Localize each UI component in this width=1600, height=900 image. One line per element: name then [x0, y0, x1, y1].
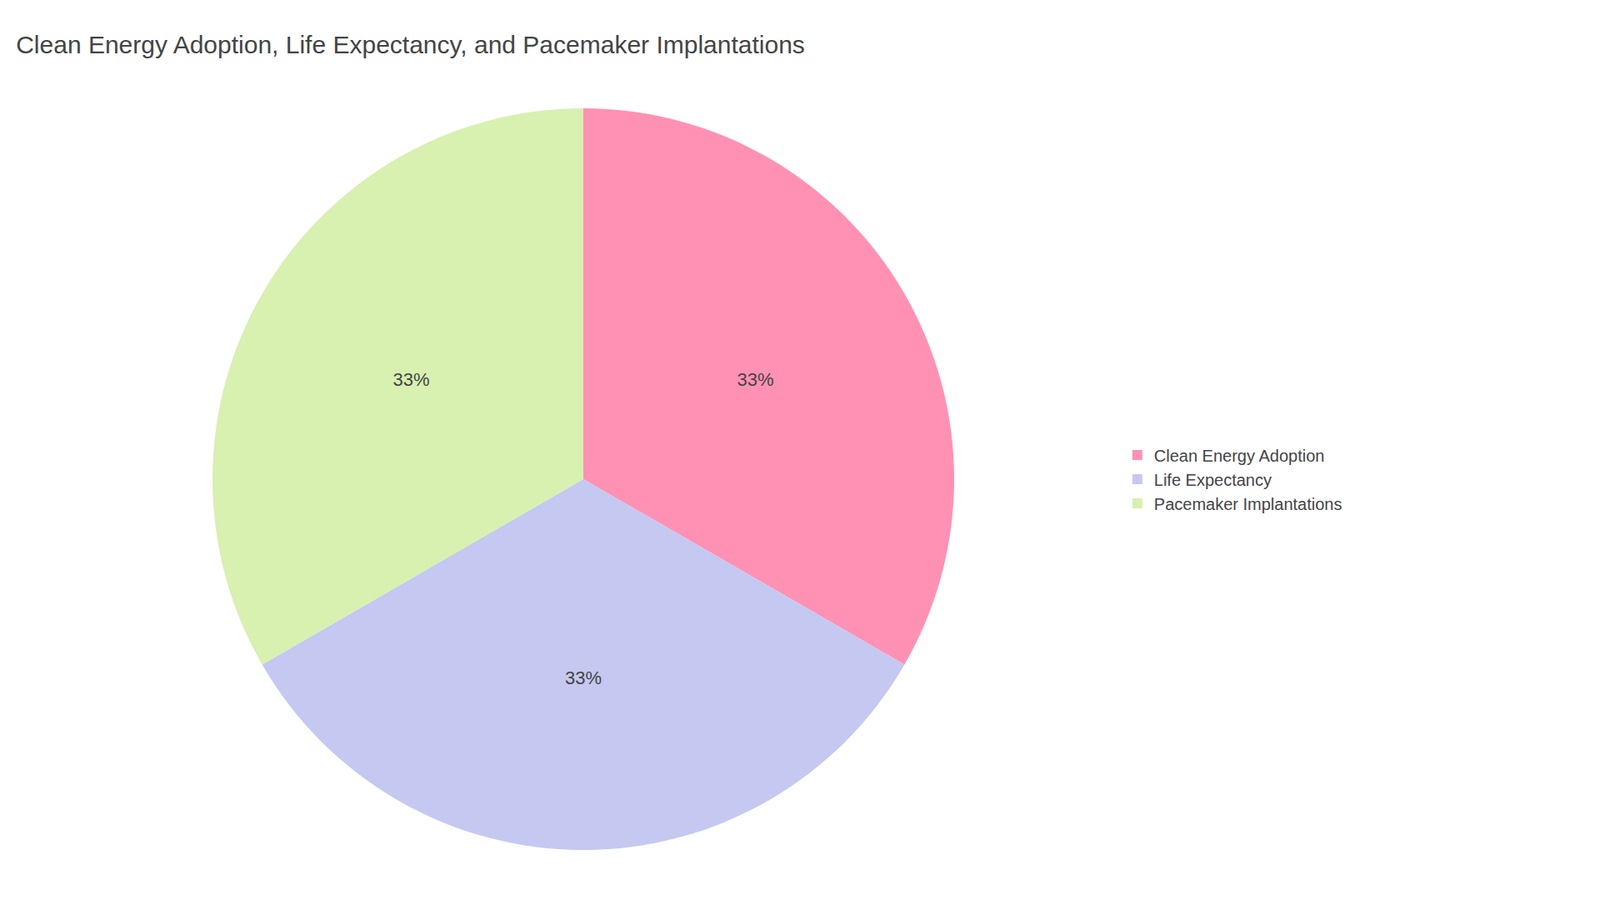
svg-text:Pacemaker Implantations: Pacemaker Implantations	[1154, 495, 1343, 514]
svg-text:Clean Energy Adoption, Life Ex: Clean Energy Adoption, Life Expectancy, …	[15, 30, 805, 59]
svg-text:Clean Energy Adoption: Clean Energy Adoption	[1154, 446, 1325, 465]
svg-text:33%: 33%	[392, 369, 430, 390]
svg-text:33%: 33%	[737, 369, 775, 390]
svg-text:Life Expectancy: Life Expectancy	[1154, 470, 1272, 490]
svg-text:33%: 33%	[565, 667, 602, 689]
